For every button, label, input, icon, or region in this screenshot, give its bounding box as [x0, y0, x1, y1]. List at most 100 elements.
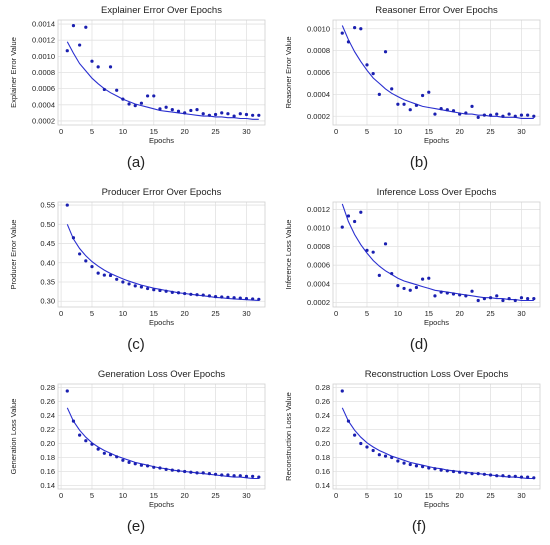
data-point — [433, 294, 437, 298]
x-tick-label: 15 — [425, 309, 433, 318]
data-point — [365, 63, 369, 67]
y-tick-label: 0.24 — [40, 411, 55, 420]
data-point — [526, 297, 530, 301]
plot-frame — [332, 383, 541, 490]
data-point — [371, 71, 375, 76]
data-point — [470, 289, 474, 293]
chart-producer-error: 0 5 10 15 20 25 30 0.30 0.35 0.40 0.45 0.50 0.55 Prod… — [0, 182, 275, 332]
x-tick-label: 10 — [394, 127, 402, 136]
x-tick-label: 25 — [211, 491, 219, 500]
x-tick-label: 0 — [334, 309, 338, 318]
y-tick-label: 0.0006 — [32, 84, 55, 93]
data-point — [532, 476, 536, 480]
x-tick-label: 25 — [486, 309, 494, 318]
data-point — [201, 293, 205, 297]
y-tick-label: 0.40 — [40, 258, 55, 267]
data-point — [127, 460, 131, 464]
data-point — [458, 470, 462, 474]
data-point — [65, 203, 69, 207]
data-point — [207, 294, 211, 298]
data-point — [427, 90, 431, 94]
data-point — [396, 459, 400, 463]
data-point — [238, 474, 242, 478]
data-point — [501, 114, 505, 118]
data-point — [526, 475, 530, 479]
data-point — [402, 102, 406, 106]
data-point — [164, 289, 168, 293]
chart-svg: 0 5 10 15 20 25 30 0.0002 0.0004 0.0006 0.0008 0.00… — [9, 5, 266, 145]
data-point — [71, 419, 76, 423]
data-point — [183, 291, 187, 296]
data-point — [158, 466, 162, 470]
data-point — [464, 471, 468, 475]
data-point — [226, 295, 230, 299]
caption-b: (b) — [409, 154, 429, 171]
chart-svg: 0 5 10 15 20 25 30 0.14 0.16 0.18 0.20 0.22 0.24 0.26… — [9, 369, 266, 509]
data-point — [96, 65, 100, 69]
x-axis-label: Epochs — [424, 318, 449, 327]
x-tick-label: 30 — [242, 309, 250, 318]
data-point — [251, 474, 255, 478]
data-point — [238, 112, 242, 116]
chart-reconstruction-loss: 0 5 10 15 20 25 30 0.14 0.16 0.18 0.20 0.22 0.24 0.26… — [275, 364, 550, 514]
y-tick-label: 0.0006 — [307, 68, 330, 77]
caption-a: (a) — [126, 154, 146, 171]
data-point — [102, 273, 106, 277]
data-point — [402, 461, 406, 465]
y-tick-label: 0.0012 — [32, 36, 55, 45]
data-point — [108, 65, 113, 69]
data-point — [90, 265, 94, 269]
x-tick-label: 20 — [180, 491, 188, 500]
x-tick-label: 25 — [486, 127, 494, 136]
chart-title: Reconstruction Loss Over Epochs — [365, 369, 509, 380]
x-tick-label: 0 — [59, 491, 63, 500]
data-point — [213, 112, 218, 117]
data-point — [232, 296, 236, 300]
plot-frame — [57, 19, 266, 126]
data-point — [121, 280, 125, 284]
data-point — [121, 458, 125, 462]
chart-reasoner-error: 0 5 10 15 20 25 30 0.0002 0.0004 0.0006 0.0008 0.00… — [275, 0, 550, 150]
data-point — [145, 464, 150, 468]
x-tick-label: 5 — [90, 309, 94, 318]
data-point — [139, 463, 144, 467]
y-tick-label: 0.28 — [315, 383, 330, 392]
data-point — [133, 462, 137, 466]
data-point — [201, 471, 205, 475]
data-point — [139, 101, 144, 105]
data-point — [207, 113, 211, 117]
data-point — [96, 447, 100, 451]
data-point — [371, 448, 375, 453]
data-point — [244, 296, 249, 301]
data-point — [133, 104, 137, 108]
plot-frame — [332, 201, 541, 308]
data-point — [359, 441, 363, 446]
data-point — [257, 475, 261, 479]
data-point — [359, 27, 363, 31]
data-point — [195, 108, 199, 112]
data-point — [439, 468, 443, 472]
data-point — [383, 50, 388, 54]
data-point — [501, 474, 505, 478]
y-tick-label: 0.18 — [40, 453, 55, 462]
plot-frame — [332, 19, 541, 126]
data-point — [414, 103, 419, 107]
chart-svg: 0 5 10 15 20 25 30 0.0002 0.0004 0.0006 0.0008 0.00… — [284, 187, 541, 327]
data-point — [226, 473, 230, 477]
data-point — [377, 273, 381, 278]
y-axis-label: Explainer Error Value — [9, 37, 18, 108]
data-point — [420, 465, 425, 469]
data-point — [232, 114, 236, 118]
data-point — [164, 467, 168, 471]
data-point — [158, 288, 162, 293]
x-tick-label: 0 — [334, 491, 338, 500]
chart-title: Explainer Error Over Epochs — [101, 5, 222, 16]
data-point — [84, 439, 88, 443]
data-point — [195, 293, 199, 297]
data-point — [183, 469, 187, 474]
data-point — [340, 31, 344, 35]
y-tick-label: 0.50 — [40, 220, 55, 229]
plot-area: 0 5 10 15 20 25 30 0.14 0.16 0.18 0.20 0.22 0.24 0.26… — [40, 383, 266, 500]
data-point — [464, 111, 468, 115]
data-point — [390, 455, 394, 460]
